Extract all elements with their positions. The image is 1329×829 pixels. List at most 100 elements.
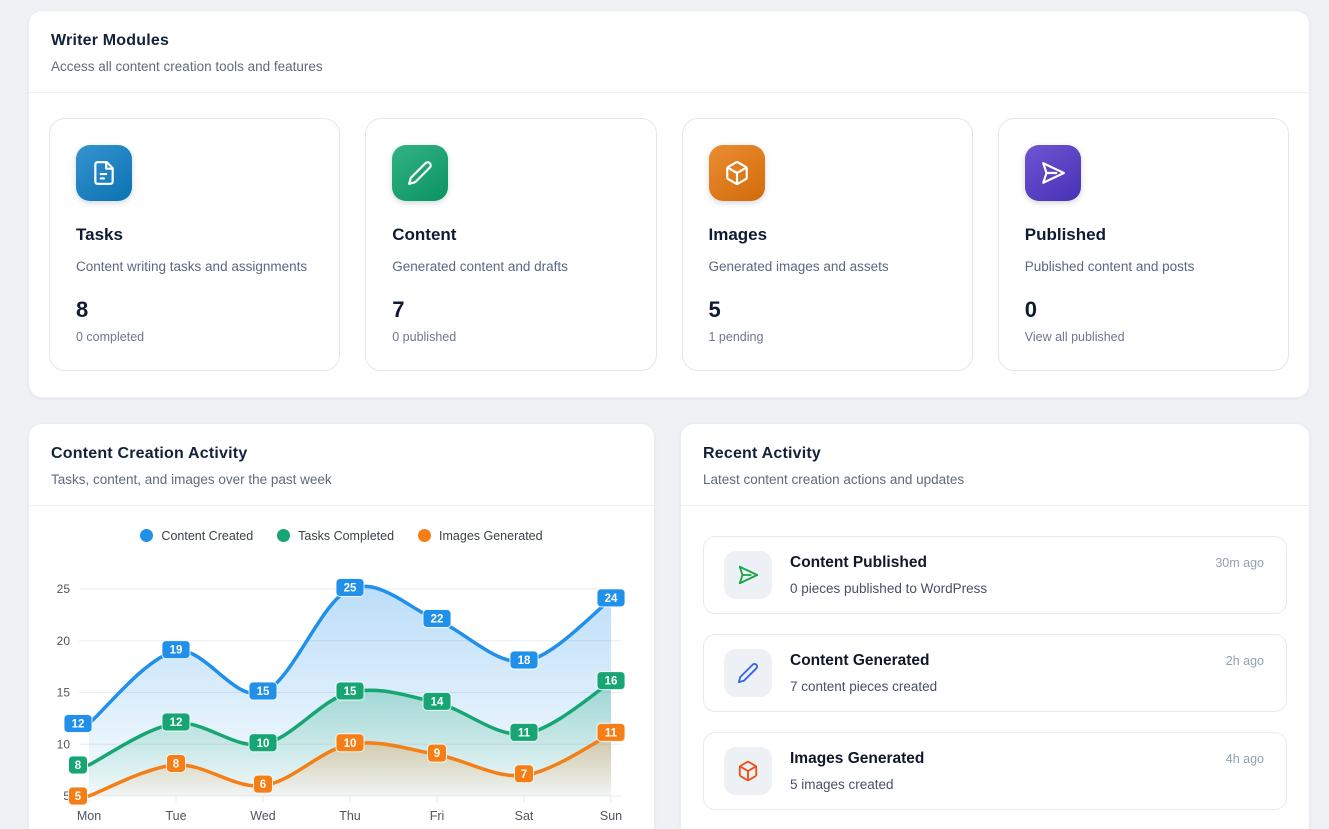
svg-text:15: 15 bbox=[344, 686, 357, 698]
legend-item[interactable]: Tasks Completed bbox=[277, 529, 394, 543]
activity-item-content-published[interactable]: Content Published 30m ago 0 pieces publi… bbox=[703, 535, 1287, 614]
writer-modules-panel: Writer Modules Access all content creati… bbox=[28, 10, 1310, 398]
chart-title: Content Creation Activity bbox=[51, 444, 248, 462]
svg-text:5: 5 bbox=[75, 791, 82, 803]
svg-text:15: 15 bbox=[257, 686, 270, 698]
svg-text:25: 25 bbox=[57, 582, 71, 596]
svg-text:20: 20 bbox=[57, 633, 71, 647]
module-sub-label: View all published bbox=[1024, 329, 1125, 344]
svg-text:Sat: Sat bbox=[515, 809, 534, 823]
recent-activity-panel: Recent Activity Latest content creation … bbox=[680, 422, 1310, 829]
module-card-tasks[interactable]: Tasks Content writing tasks and assignme… bbox=[49, 118, 341, 371]
activity-line-chart: 25 20 15 10 5 Mon Tue Wed Thu Fri Sat Sun 12 19 15 25 22… bbox=[57, 577, 626, 823]
legend-item[interactable]: Images Generated bbox=[418, 529, 543, 543]
box-icon bbox=[738, 760, 758, 781]
content-tile bbox=[392, 145, 449, 201]
module-title: Published bbox=[1024, 225, 1106, 244]
svg-text:10: 10 bbox=[344, 737, 357, 749]
modules-row: Tasks Content writing tasks and assignme… bbox=[29, 93, 1309, 397]
legend-dot bbox=[140, 529, 154, 543]
module-sub-label: 0 completed bbox=[76, 329, 145, 344]
svg-text:9: 9 bbox=[434, 748, 440, 760]
module-card-content[interactable]: Content Generated content and drafts 7 0… bbox=[365, 118, 657, 371]
recent-activity-header: Recent Activity Latest content creation … bbox=[681, 424, 1309, 506]
svg-text:11: 11 bbox=[605, 727, 618, 739]
module-title: Tasks bbox=[76, 225, 123, 244]
chart-legend: Content Created Tasks Completed Images Gen… bbox=[29, 521, 654, 551]
module-count: 0 bbox=[1024, 296, 1037, 322]
svg-text:18: 18 bbox=[518, 654, 531, 666]
svg-text:24: 24 bbox=[605, 592, 618, 604]
published-tile bbox=[1024, 145, 1081, 201]
content-creation-activity-panel: Content Creation Activity Tasks, content… bbox=[28, 422, 655, 829]
activity-description: 0 pieces published to WordPress bbox=[790, 580, 988, 596]
module-description: Content writing tasks and assignments bbox=[76, 259, 308, 274]
bottom-row: Content Creation Activity Tasks, content… bbox=[28, 422, 1310, 829]
svg-text:12: 12 bbox=[170, 717, 183, 729]
svg-text:25: 25 bbox=[344, 582, 357, 594]
svg-text:22: 22 bbox=[431, 613, 444, 625]
svg-text:6: 6 bbox=[260, 779, 266, 791]
module-description: Generated images and assets bbox=[708, 259, 889, 274]
module-title: Images bbox=[708, 225, 768, 244]
svg-text:15: 15 bbox=[57, 685, 71, 699]
svg-text:10: 10 bbox=[57, 737, 71, 751]
svg-text:5: 5 bbox=[63, 789, 70, 803]
pencil-icon bbox=[408, 161, 433, 185]
activity-text: Content Generated 2h ago 7 content piece… bbox=[790, 652, 1264, 694]
svg-text:Tue: Tue bbox=[165, 809, 186, 823]
svg-text:Wed: Wed bbox=[250, 809, 276, 823]
module-title: Content bbox=[392, 225, 457, 244]
chart-header: Content Creation Activity Tasks, content… bbox=[29, 424, 654, 506]
module-description: Generated content and drafts bbox=[392, 259, 568, 274]
module-card-published[interactable]: Published Published content and posts 0 … bbox=[997, 118, 1289, 371]
activity-title: Content Generated bbox=[790, 651, 930, 669]
svg-text:14: 14 bbox=[431, 696, 444, 708]
writer-modules-title: Writer Modules bbox=[51, 32, 170, 49]
writer-modules-subtitle: Access all content creation tools and fe… bbox=[51, 59, 323, 74]
module-description: Published content and posts bbox=[1024, 259, 1195, 274]
activity-description: 7 content pieces created bbox=[790, 678, 938, 694]
activity-timestamp: 30m ago bbox=[1215, 555, 1264, 570]
module-card-images[interactable]: Images Generated images and assets 5 1 p… bbox=[681, 118, 973, 371]
chart-body: Content Created Tasks Completed Images Gen… bbox=[29, 506, 654, 829]
legend-label: Content Created bbox=[161, 528, 254, 543]
recent-activity-subtitle: Latest content creation actions and upda… bbox=[703, 471, 965, 487]
module-sub-label: 0 published bbox=[392, 329, 457, 344]
activity-list: Content Published 30m ago 0 pieces publi… bbox=[681, 506, 1309, 829]
activity-text: Images Generated 4h ago 5 images created bbox=[790, 750, 1264, 792]
module-count: 5 bbox=[708, 296, 721, 322]
module-count: 7 bbox=[392, 296, 405, 322]
activity-icon-tile bbox=[724, 746, 772, 795]
activity-item-content-generated[interactable]: Content Generated 2h ago 7 content piece… bbox=[703, 633, 1287, 712]
activity-description: 5 images created bbox=[790, 776, 894, 792]
module-sub-label: 1 pending bbox=[708, 329, 764, 344]
recent-activity-title: Recent Activity bbox=[703, 444, 821, 462]
activity-title: Content Published bbox=[790, 553, 927, 571]
images-tile bbox=[708, 145, 765, 201]
svg-text:Fri: Fri bbox=[430, 809, 445, 823]
svg-text:Sun: Sun bbox=[600, 809, 622, 823]
legend-dot bbox=[277, 529, 291, 543]
svg-text:11: 11 bbox=[518, 727, 531, 739]
pencil-icon bbox=[737, 662, 758, 683]
legend-dot bbox=[418, 529, 432, 543]
file-text-icon bbox=[94, 161, 114, 185]
writer-modules-header: Writer Modules Access all content creati… bbox=[29, 11, 1309, 93]
svg-text:19: 19 bbox=[170, 644, 183, 656]
svg-text:Mon: Mon bbox=[77, 809, 101, 823]
svg-text:8: 8 bbox=[75, 759, 82, 771]
svg-text:7: 7 bbox=[521, 768, 527, 780]
svg-text:12: 12 bbox=[72, 718, 85, 730]
activity-text: Content Published 30m ago 0 pieces publi… bbox=[790, 554, 1264, 596]
send-icon bbox=[1041, 162, 1065, 184]
activity-timestamp: 4h ago bbox=[1225, 751, 1264, 766]
activity-item-images-generated[interactable]: Images Generated 4h ago 5 images created bbox=[703, 731, 1287, 810]
module-count: 8 bbox=[76, 296, 89, 322]
activity-icon-tile bbox=[724, 550, 772, 599]
svg-text:10: 10 bbox=[257, 737, 270, 749]
legend-item[interactable]: Content Created bbox=[140, 529, 253, 543]
box-icon bbox=[725, 161, 748, 185]
legend-label: Tasks Completed bbox=[298, 528, 395, 543]
